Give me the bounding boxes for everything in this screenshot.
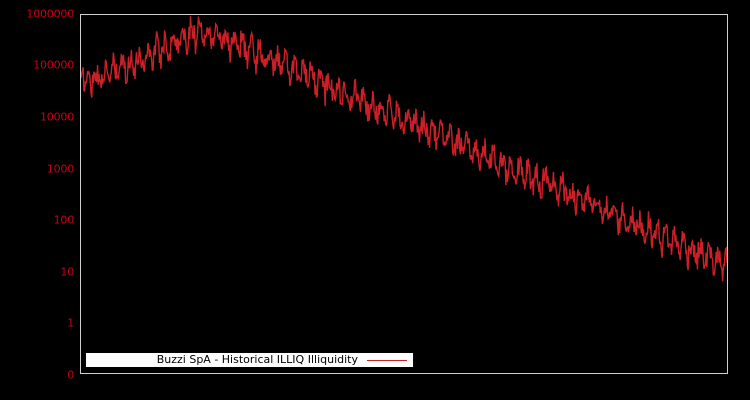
y-tick-1000000: 1000000 [26,7,74,21]
legend-line-swatch [367,359,407,361]
y-tick-100000: 100000 [33,58,74,72]
y-tick-0: 0 [67,368,74,382]
y-tick-10000: 10000 [40,110,74,124]
y-tick-100: 100 [53,213,75,227]
y-tick-1000: 1000 [46,162,74,176]
chart-legend: Buzzi SpA - Historical ILLIQ Illiquidity [86,353,413,367]
illiq-line-series [81,16,727,282]
y-tick-1: 1 [67,316,74,330]
plot-area [80,14,728,374]
illiq-polyline [81,16,727,282]
y-tick-10: 10 [60,265,74,279]
y-axis-tick-labels: 1000000 100000 10000 1000 100 10 1 0 [0,0,74,400]
legend-label: Buzzi SpA - Historical ILLIQ Illiquidity [156,353,358,366]
